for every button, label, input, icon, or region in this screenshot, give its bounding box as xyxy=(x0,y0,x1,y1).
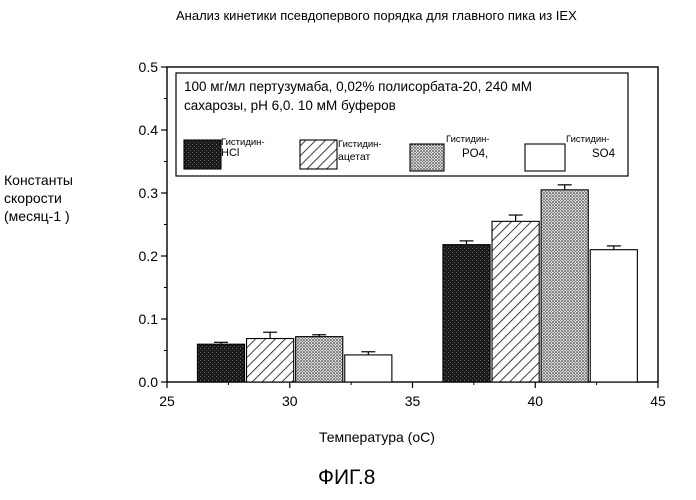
x-axis-label: Температура (оС) xyxy=(319,429,435,445)
bar xyxy=(197,344,244,382)
chart-annotation: 100 мг/мл пертузумаба, 0,02% полисорбата… xyxy=(184,77,532,115)
annotation-line-1: 100 мг/мл пертузумаба, 0,02% полисорбата… xyxy=(184,77,532,96)
x-tick-label: 35 xyxy=(405,393,421,409)
annotation-line-2: сахарозы, рН 6,0. 10 мМ буферов xyxy=(184,96,532,115)
legend-label-line: PO4, xyxy=(462,149,490,160)
legend-label-line: Гистидин- xyxy=(446,134,490,145)
bar xyxy=(247,339,294,382)
legend-label-line: ацетат xyxy=(338,152,382,163)
y-tick-label: 0.5 xyxy=(139,59,159,75)
legend-swatch xyxy=(300,140,337,169)
legend-label-line: HCl xyxy=(221,148,265,159)
bar xyxy=(443,245,490,382)
bar xyxy=(541,190,588,382)
legend-label-histidine-so4: Гистидин- SO4 xyxy=(566,134,615,160)
legend-label-histidine-po4: Гистидин- PO4, xyxy=(446,134,490,160)
bar xyxy=(296,337,343,382)
legend-swatch xyxy=(410,144,444,171)
bar xyxy=(590,250,637,382)
legend-swatch xyxy=(184,140,221,169)
legend-label-line: SO4 xyxy=(592,149,615,160)
y-tick-label: 0.3 xyxy=(139,185,159,201)
x-tick-label: 30 xyxy=(282,393,298,409)
y-tick-label: 0.0 xyxy=(139,374,159,390)
bar xyxy=(492,221,539,382)
legend-label-line: Гистидин- xyxy=(338,139,382,150)
x-tick-label: 45 xyxy=(650,393,666,409)
x-tick-label: 25 xyxy=(159,393,175,409)
y-tick-label: 0.2 xyxy=(139,248,159,264)
y-tick-label: 0.1 xyxy=(139,311,159,327)
legend-label-line: Гистидин- xyxy=(566,134,615,145)
y-tick-label: 0.4 xyxy=(139,122,159,138)
bar xyxy=(345,355,392,382)
legend-label-histidine-acetate: Гистидин- ацетат xyxy=(338,139,382,163)
x-tick-label: 40 xyxy=(527,393,543,409)
legend-swatch xyxy=(525,144,565,171)
figure-label: ФИГ.8 xyxy=(318,466,375,490)
legend-label-histidine-hcl: Гистидин- HCl xyxy=(221,137,265,159)
